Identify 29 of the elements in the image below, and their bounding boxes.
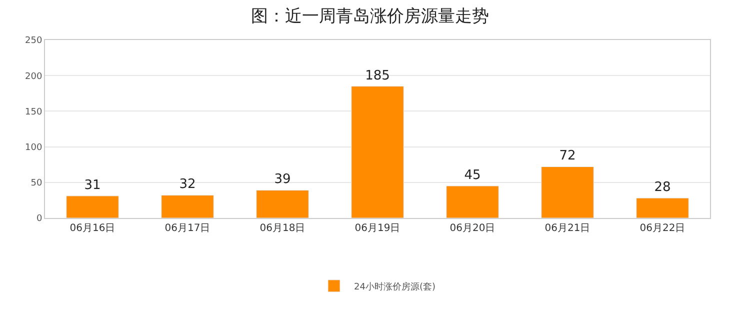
x-tick-label: 06月17日 [164, 223, 210, 234]
y-tick-label: 250 [25, 36, 42, 46]
legend-label: 24小时涨价房源(套) [354, 281, 436, 292]
data-label: 28 [654, 180, 671, 196]
data-label: 72 [559, 148, 576, 164]
data-label: 31 [84, 178, 101, 193]
data-label: 32 [179, 177, 196, 192]
bar [541, 166, 594, 218]
x-tick-label: 06月18日 [260, 223, 306, 234]
x-tick-label: 06月16日 [70, 223, 116, 234]
y-tick-label: 0 [36, 214, 42, 224]
bar [351, 86, 404, 218]
bar [636, 198, 689, 218]
bar [161, 194, 214, 218]
data-label: 45 [464, 168, 481, 183]
bar [66, 196, 119, 218]
x-tick-label: 06月20日 [450, 223, 496, 234]
data-label: 185 [365, 68, 390, 84]
x-tick-label: 06月22日 [640, 223, 686, 234]
chart-title: 图：近一周青岛涨价房源量走势 [251, 6, 489, 26]
x-tick-label: 06月21日 [544, 223, 590, 234]
data-label: 39 [274, 172, 291, 188]
y-tick-label: 50 [30, 178, 42, 189]
bar [446, 186, 499, 218]
x-tick-label: 06月19日 [354, 223, 400, 234]
y-tick-label: 200 [25, 72, 42, 82]
y-tick-label: 150 [25, 107, 42, 118]
y-tick-label: 100 [25, 142, 42, 153]
bar [256, 190, 309, 218]
